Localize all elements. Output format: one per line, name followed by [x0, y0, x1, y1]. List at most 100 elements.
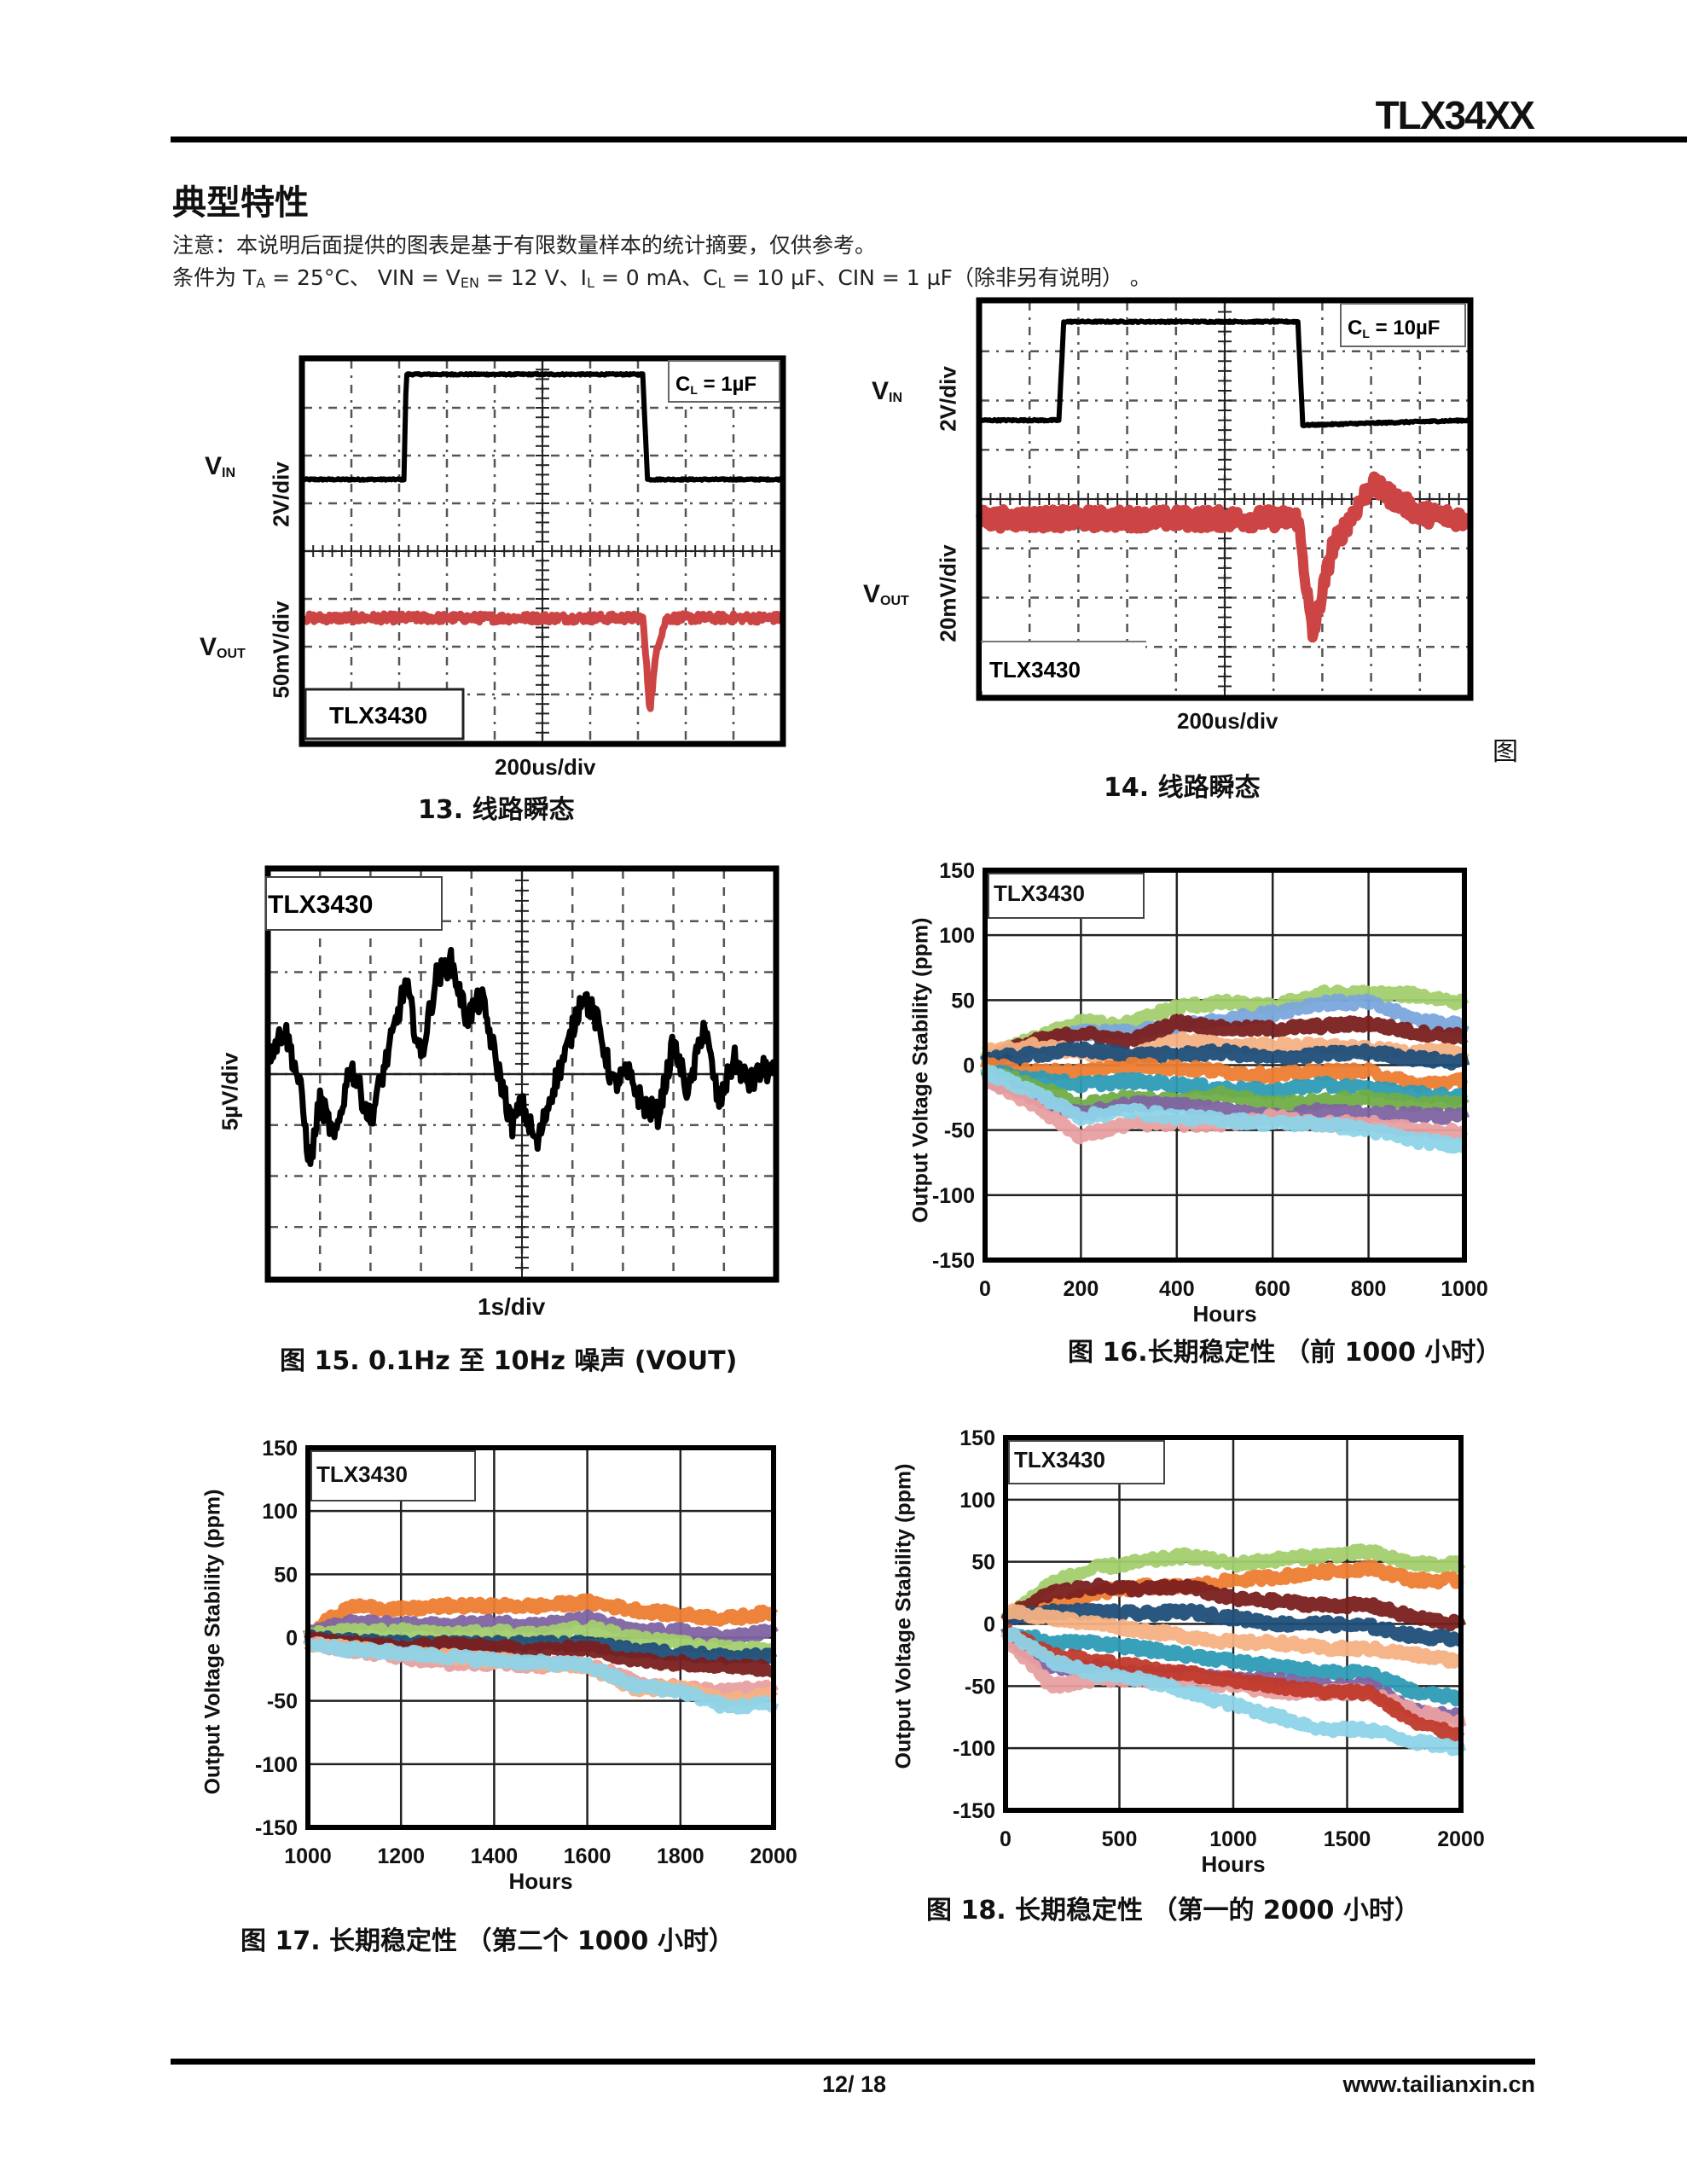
y-tick-label: 50 [951, 989, 975, 1013]
vin-label: VIN [205, 452, 236, 480]
series-s4 [1001, 1602, 1465, 1647]
y-tick-label: 100 [262, 1500, 298, 1524]
y-tick-label: 50 [971, 1551, 995, 1575]
x-axis-label: Hours [1192, 1301, 1256, 1327]
y-axis-label: Output Voltage Stability (ppm) [891, 1463, 916, 1769]
cond-text: = 0 mA、C [594, 265, 718, 290]
series-s6 [1000, 1625, 1465, 1707]
y-scale-label: 5µV/div [217, 1052, 243, 1131]
x-tick-label: 500 [1102, 1827, 1138, 1851]
cond-text: = 12 V、I [478, 265, 588, 290]
time-scale-label: 1s/div [478, 1293, 546, 1320]
x-tick-label: 400 [1159, 1277, 1195, 1301]
cond-sub: A [256, 275, 266, 291]
page-number: 12/ 18 [822, 2071, 887, 2097]
trace-vin [302, 371, 784, 483]
series-s11 [980, 1064, 1469, 1154]
y-tick-label: -100 [932, 1184, 975, 1208]
vin-label: VIN [872, 377, 903, 405]
plot-frame [1003, 1435, 1464, 1813]
series-s3 [303, 1619, 778, 1659]
series-s1 [1000, 1543, 1466, 1622]
vin-scale-label: 2V/div [268, 462, 294, 527]
series-s6 [979, 1056, 1469, 1094]
y-tick-label: 100 [939, 924, 975, 948]
fig15-scope: TLX3430 [264, 865, 780, 1283]
series-group [1000, 1543, 1467, 1757]
series-s3 [981, 1014, 1469, 1065]
series-s8 [303, 1638, 780, 1715]
vout-label: VOUT [200, 633, 246, 661]
y-tick-label: -150 [932, 1249, 975, 1273]
vout-scale-label: 20mV/div [935, 544, 961, 642]
figure-caption: 图 16.长期稳定性 （前 1000 小时） [1068, 1338, 1502, 1368]
y-tick-label: -50 [267, 1690, 298, 1714]
x-tick-label: 1000 [284, 1844, 332, 1868]
plot-frame [983, 868, 1467, 1263]
website-link[interactable]: www.tailianxin.cn [1342, 2071, 1535, 2097]
trace-noise [266, 946, 777, 1167]
device-label-box [304, 688, 465, 741]
section-title: 典型特性 [172, 183, 309, 223]
cond-sub: L [717, 275, 726, 291]
y-tick-label: -50 [965, 1675, 995, 1699]
time-scale-label: 200us/div [495, 754, 596, 780]
figure-caption: 13. 线路瞬态 [418, 795, 575, 825]
y-tick-label: 100 [959, 1489, 995, 1513]
series-s5 [980, 1041, 1470, 1071]
x-tick-label: 1600 [564, 1844, 612, 1868]
series-group [979, 985, 1470, 1154]
fig13-scope: CL = 1µF TLX3430 [299, 355, 786, 747]
plot-frame [264, 865, 780, 1283]
footer-rule [171, 2059, 1535, 2065]
series-s10 [1001, 1626, 1467, 1757]
y-tick-label: 0 [983, 1613, 995, 1637]
series-s9 [1001, 1623, 1465, 1743]
time-scale-label: 200us/div [1177, 708, 1278, 734]
test-conditions: 条件为 TA = 25°C、 VIN = VEN = 12 V、IL = 0 m… [172, 261, 1151, 292]
fig17-chart: 1000 1200 1400 1600 1800 2000 -150 -100 -50 0 50 10… [255, 1437, 797, 1894]
x-tick-label: 800 [1351, 1277, 1387, 1301]
y-tick-label: 150 [262, 1437, 298, 1461]
x-tick-label: 1000 [1441, 1277, 1488, 1301]
figure-caption: 图 17. 长期稳定性 （第二个 1000 小时） [241, 1926, 734, 1956]
device-label: TLX3430 [989, 657, 1081, 682]
y-tick-label: -50 [944, 1119, 975, 1143]
series-s5 [1001, 1603, 1465, 1669]
x-tick-label: 1000 [1209, 1827, 1257, 1851]
x-tick-label: 2000 [750, 1844, 797, 1868]
y-tick-label: -150 [255, 1816, 298, 1840]
cl-annotation-box [1340, 303, 1466, 347]
fig16-chart: 0 200 400 600 800 1000 -150 -100 -50 0 50 100 150 TLX… [932, 859, 1488, 1327]
cl-annotation: CL = 1µF [675, 373, 757, 397]
trace-vin [979, 318, 1470, 428]
x-tick-label: 0 [979, 1277, 991, 1301]
trace-vout [300, 610, 785, 712]
vout-scale-label: 50mV/div [268, 601, 294, 699]
fig14-scope: CL = 10µF TLX3430 [976, 297, 1474, 701]
device-label: TLX3430 [268, 891, 373, 919]
plot-frame [976, 297, 1474, 701]
y-tick-label: 0 [963, 1054, 975, 1078]
figure-caption: 14. 线路瞬态 [1104, 773, 1261, 803]
y-tick-label: 150 [939, 859, 975, 883]
series-s1 [304, 1593, 779, 1638]
trace-vout [976, 471, 1474, 643]
x-tick-label: 1800 [657, 1844, 704, 1868]
y-tick-label: 0 [286, 1627, 298, 1651]
vout-label: VOUT [863, 580, 909, 608]
figure-caption: 图 15. 0.1Hz 至 10Hz 噪声 (VOUT) [280, 1346, 738, 1376]
y-tick-label: -100 [255, 1753, 298, 1777]
device-label: TLX3430 [994, 880, 1085, 906]
plot-frame [305, 1445, 776, 1830]
device-label: TLX3430 [1014, 1447, 1105, 1472]
y-tick-label: -150 [953, 1799, 995, 1823]
vin-scale-label: 2V/div [935, 366, 961, 432]
section-note: 注意：本说明后面提供的图表是基于有限数量样本的统计摘要，仅供参考。 [172, 233, 877, 258]
header-rule [171, 136, 1687, 142]
y-tick-label: 150 [959, 1426, 995, 1450]
cond-text: = 10 µF、CIN = 1 µF（除非另有说明） 。 [725, 265, 1151, 290]
x-tick-label: 1500 [1324, 1827, 1371, 1851]
device-label: TLX3430 [316, 1461, 408, 1487]
cond-sub: EN [460, 275, 479, 291]
